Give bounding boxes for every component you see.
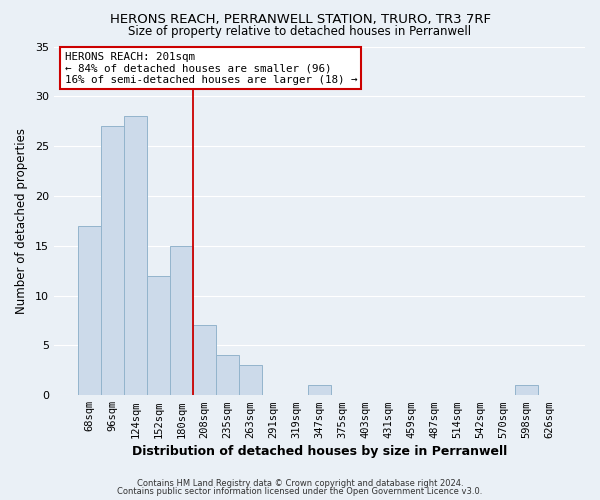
Text: Contains public sector information licensed under the Open Government Licence v3: Contains public sector information licen… [118, 487, 482, 496]
Bar [515, 385, 538, 395]
Bar [170, 246, 193, 395]
Bar [193, 326, 216, 395]
Text: HERONS REACH: 201sqm
← 84% of detached houses are smaller (96)
16% of semi-detac: HERONS REACH: 201sqm ← 84% of detached h… [65, 52, 357, 85]
Text: Size of property relative to detached houses in Perranwell: Size of property relative to detached ho… [128, 25, 472, 38]
Bar [147, 276, 170, 395]
Text: Contains HM Land Registry data © Crown copyright and database right 2024.: Contains HM Land Registry data © Crown c… [137, 478, 463, 488]
Bar [239, 366, 262, 395]
Y-axis label: Number of detached properties: Number of detached properties [15, 128, 28, 314]
Bar [124, 116, 147, 395]
X-axis label: Distribution of detached houses by size in Perranwell: Distribution of detached houses by size … [132, 444, 507, 458]
Bar [78, 226, 101, 395]
Bar [216, 356, 239, 395]
Bar [308, 385, 331, 395]
Bar [101, 126, 124, 395]
Text: HERONS REACH, PERRANWELL STATION, TRURO, TR3 7RF: HERONS REACH, PERRANWELL STATION, TRURO,… [110, 12, 491, 26]
